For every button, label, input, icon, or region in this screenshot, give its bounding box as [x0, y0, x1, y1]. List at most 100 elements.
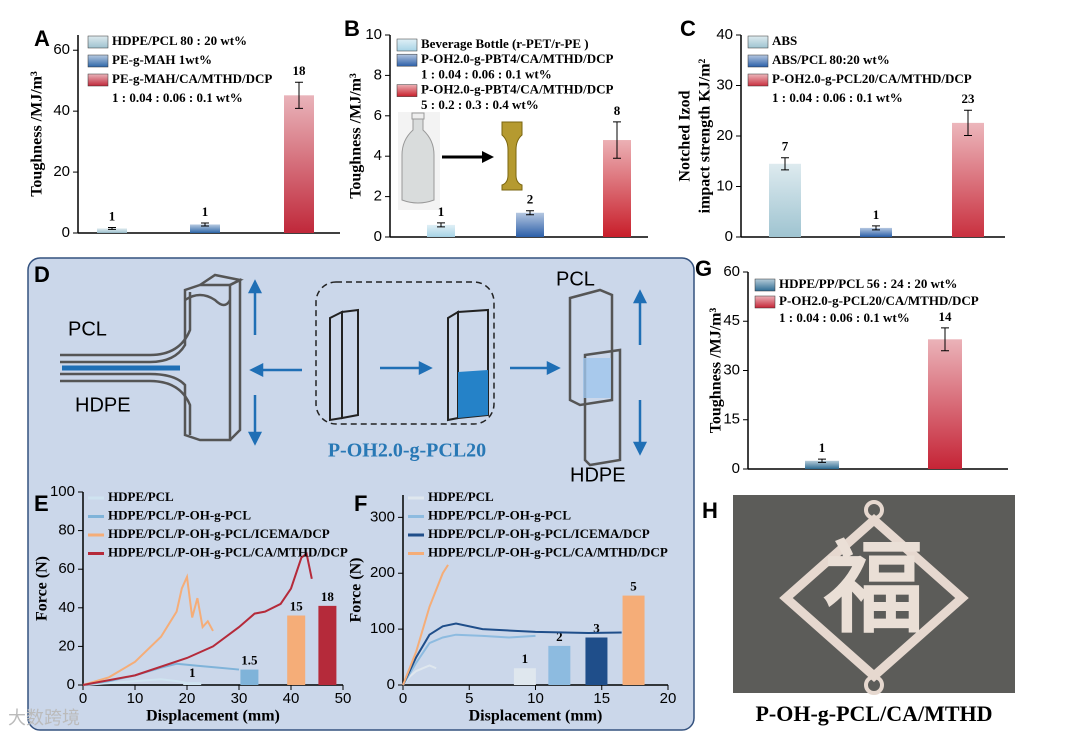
y-tick-label: 4: [374, 147, 382, 164]
x-axis-title: Displacement (mm): [469, 708, 603, 725]
legend-note: 1 : 0.04 : 0.06 : 0.1 wt%: [112, 90, 243, 105]
inset-bar: [622, 595, 645, 685]
y-tick-label: 45: [723, 312, 740, 329]
y-tick-label: 60: [53, 41, 70, 58]
panel-label: C: [680, 16, 696, 41]
legend-label: HDPE/PCL: [108, 489, 174, 504]
bar-annotation: 23: [962, 91, 976, 106]
y-axis-title: Toughness /MJ/m³: [348, 73, 365, 199]
series-line: [82, 678, 188, 686]
legend-label: HDPE/PP/PCL 56 : 24 : 20 wt%: [779, 276, 957, 291]
legend-swatch: [747, 35, 769, 49]
bar-annotation: 1: [202, 204, 209, 219]
x-tick-label: 10: [127, 690, 144, 707]
y-tick-label: 40: [53, 102, 70, 119]
bar-annotation: 1: [819, 440, 826, 455]
y-tick-label: 80: [58, 522, 75, 539]
legend-label: ABS: [772, 33, 797, 48]
x-tick-label: 20: [660, 690, 677, 707]
inset-bar-annotation: 3: [593, 620, 600, 635]
y-tick-label: 0: [732, 460, 740, 477]
legend-label: HDPE/PCL/P-OH-g-PCL: [108, 507, 251, 522]
left-specimen: [60, 273, 244, 442]
adhesive-fill: [458, 370, 488, 418]
bar-annotation: 1: [438, 204, 445, 219]
legend-label: HDPE/PCL/P-OH-g-PCL: [428, 507, 571, 522]
legend-label: P-OH2.0-g-PCL20/CA/MTHD/DCP: [772, 71, 972, 86]
legend-swatch: [87, 35, 109, 49]
panel-label: H: [702, 498, 718, 523]
y-tick-label: 100: [50, 483, 75, 500]
y-tick-label: 0: [62, 224, 70, 241]
diagram-label: HDPE: [570, 464, 626, 486]
error-bar: [818, 458, 826, 463]
y-axis-title: impact strength KJ/m²: [697, 58, 714, 213]
y-tick-label: 2: [374, 188, 382, 205]
bottle-image: [398, 112, 523, 210]
x-tick-label: 10: [527, 690, 544, 707]
error-bar: [526, 210, 534, 216]
y-tick-label: 8: [374, 66, 382, 83]
x-tick-label: 5: [465, 690, 473, 707]
x-tick-label: 0: [399, 690, 407, 707]
y-axis-title: Toughness /MJ/m³: [708, 308, 725, 434]
diagram-label: PCL: [556, 268, 595, 290]
inset-bar-annotation: 1.5: [241, 653, 258, 668]
panel-label: F: [354, 491, 367, 516]
x-tick-label: 40: [283, 690, 300, 707]
y-tick-label: 300: [370, 508, 395, 525]
bar: [860, 227, 892, 237]
legend-note: 1 : 0.04 : 0.06 : 0.1 wt%: [779, 310, 910, 325]
inset-bar: [183, 682, 202, 685]
error-bar: [437, 222, 445, 228]
overlap-area: [583, 358, 611, 398]
legend-label: P-OH2.0-g-PBT4/CA/MTHD/DCP: [421, 82, 614, 97]
y-tick-label: 40: [58, 599, 75, 616]
legend-swatch: [396, 84, 418, 97]
error-bar: [872, 225, 880, 231]
diagram-label: PCL: [68, 318, 107, 340]
error-bar: [941, 327, 949, 352]
legend-note: 1 : 0.04 : 0.06 : 0.1 wt%: [421, 66, 552, 81]
legend-label: HDPE/PCL/P-OH-g-PCL/CA/MTHD/DCP: [108, 544, 348, 559]
bar: [928, 339, 962, 469]
bar: [952, 122, 984, 237]
legend-label: HDPE/PCL/P-OH-g-PCL/CA/MTHD/DCP: [428, 544, 668, 559]
x-tick-label: 20: [179, 690, 196, 707]
y-tick-label: 15: [723, 411, 740, 428]
legend-label: HDPE/PCL/P-OH-g-PCL/ICEMA/DCP: [108, 526, 330, 541]
x-axis-title: Displacement (mm): [146, 708, 280, 725]
inset-bar: [585, 637, 608, 685]
y-axis-title: Force (N): [348, 558, 365, 623]
error-bar: [781, 157, 789, 171]
legend-swatch: [87, 73, 109, 87]
legend-label: P-OH2.0-g-PCL20/CA/MTHD/DCP: [779, 293, 979, 308]
y-tick-label: 10: [716, 177, 733, 194]
panel-label: D: [34, 262, 50, 287]
ornament: [779, 500, 969, 695]
y-tick-label: 0: [67, 676, 75, 693]
legend-label: HDPE/PCL 80 : 20 wt%: [112, 33, 247, 48]
y-tick-label: 20: [53, 163, 70, 180]
bar: [805, 460, 839, 469]
diagram-label: P-OH2.0-g-PCL20: [328, 440, 486, 462]
bar: [284, 95, 314, 233]
bar-annotation: 7: [782, 139, 789, 154]
inset-bar-annotation: 18: [321, 589, 335, 604]
bar-annotation: 1: [109, 209, 116, 224]
inset-bar: [548, 645, 571, 685]
x-tick-label: 15: [593, 690, 610, 707]
error-bar: [964, 109, 972, 136]
inset-bar-annotation: 2: [556, 629, 563, 644]
legend-label: HDPE/PCL/P-OH-g-PCL/ICEMA/DCP: [428, 526, 650, 541]
right-specimen: [568, 288, 622, 467]
series-line: [402, 564, 449, 686]
y-tick-label: 60: [723, 263, 740, 280]
x-tick-label: 30: [231, 690, 248, 707]
bar-annotation: 18: [293, 63, 307, 78]
ornament-character: 福: [823, 534, 924, 645]
watermark: 大数跨境: [8, 708, 80, 729]
arrows: [247, 279, 648, 456]
bar: [516, 212, 544, 237]
y-tick-label: 0: [387, 676, 395, 693]
